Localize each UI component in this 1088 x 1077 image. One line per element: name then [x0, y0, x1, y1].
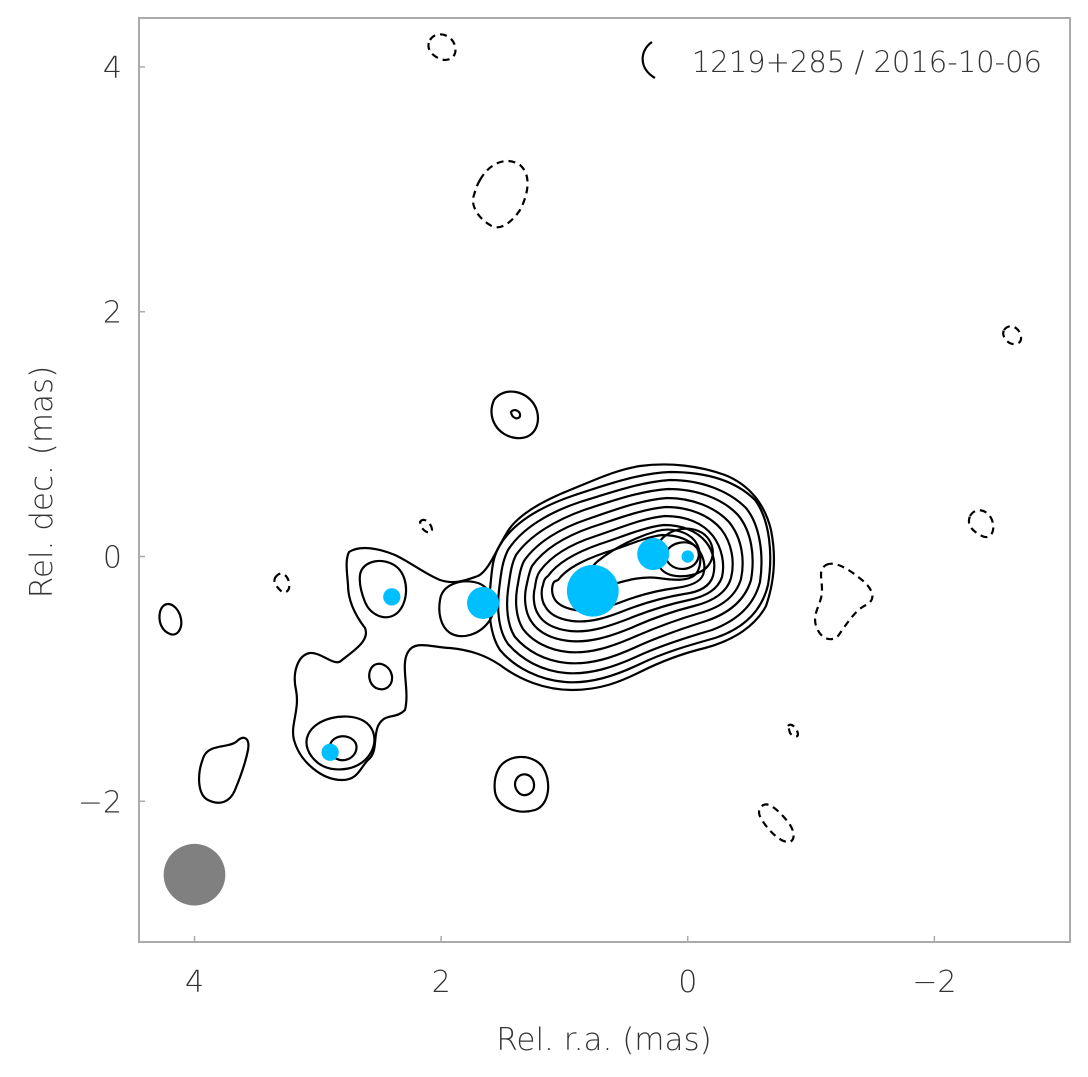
- contour-island-north-inner: [509, 409, 522, 420]
- contour-island-sw: [198, 736, 250, 804]
- contour-island-b: [438, 580, 495, 638]
- x-tick-label: −2: [912, 965, 956, 1000]
- y-axis-ticks: −2 0 2 4: [78, 51, 145, 820]
- contour-4: [506, 487, 754, 665]
- model-component-point: [383, 588, 401, 606]
- x-axis-label: Rel. r.a. (mas): [496, 1022, 712, 1058]
- contour-island-west: [158, 603, 183, 636]
- neg-contour-1: [427, 33, 457, 62]
- y-tick-label: 0: [103, 540, 122, 575]
- contour-island-c: [368, 662, 394, 691]
- contour-6: [523, 505, 734, 643]
- model-component-point: [681, 550, 694, 563]
- x-tick-label: 2: [432, 965, 451, 1000]
- contour-5: [515, 496, 744, 654]
- neg-contour-2: [471, 159, 529, 229]
- contours-positive: [158, 390, 776, 813]
- y-tick-label: 2: [103, 296, 122, 331]
- chart-title: 1219+285 / 2016-10-06: [692, 45, 1042, 79]
- neg-contour-8: [786, 723, 800, 738]
- model-components: [321, 538, 694, 761]
- neg-contour-6: [273, 572, 291, 594]
- x-axis-ticks: 4 2 0 −2: [185, 936, 956, 1000]
- contour-island-a: [358, 559, 408, 619]
- contour-2: [488, 470, 772, 684]
- neg-contour-4: [418, 518, 434, 534]
- y-tick-label: −2: [78, 785, 122, 820]
- beam-ellipse: [163, 843, 226, 906]
- contour-8: [540, 523, 716, 623]
- model-component-point: [321, 743, 339, 761]
- neg-contour-3: [1002, 325, 1023, 346]
- model-component-point: [467, 586, 500, 620]
- contours-negative: [273, 33, 1023, 844]
- neg-contour-9: [757, 803, 795, 844]
- y-axis-label: Rel. dec. (mas): [24, 366, 60, 599]
- contour-3: [497, 478, 763, 675]
- model-component-point: [637, 538, 670, 571]
- neg-contour-7: [814, 562, 874, 641]
- contour-island-north: [490, 390, 540, 440]
- contour-9: [551, 533, 706, 612]
- x-tick-label: 4: [185, 965, 204, 1000]
- contour-island-south-inner: [513, 773, 536, 797]
- contour-outer: [292, 463, 776, 782]
- moon-icon: [641, 41, 656, 79]
- x-tick-label: 0: [678, 965, 697, 1000]
- contour-12: [664, 541, 700, 571]
- contour-island-d: [305, 715, 376, 771]
- beam-layer: [163, 843, 226, 906]
- y-tick-label: 4: [103, 51, 122, 86]
- contour-island-south: [493, 756, 550, 813]
- plot-frame: [138, 17, 1071, 943]
- contour-7: [532, 514, 725, 633]
- neg-contour-5: [967, 509, 995, 539]
- model-component-point: [566, 564, 619, 617]
